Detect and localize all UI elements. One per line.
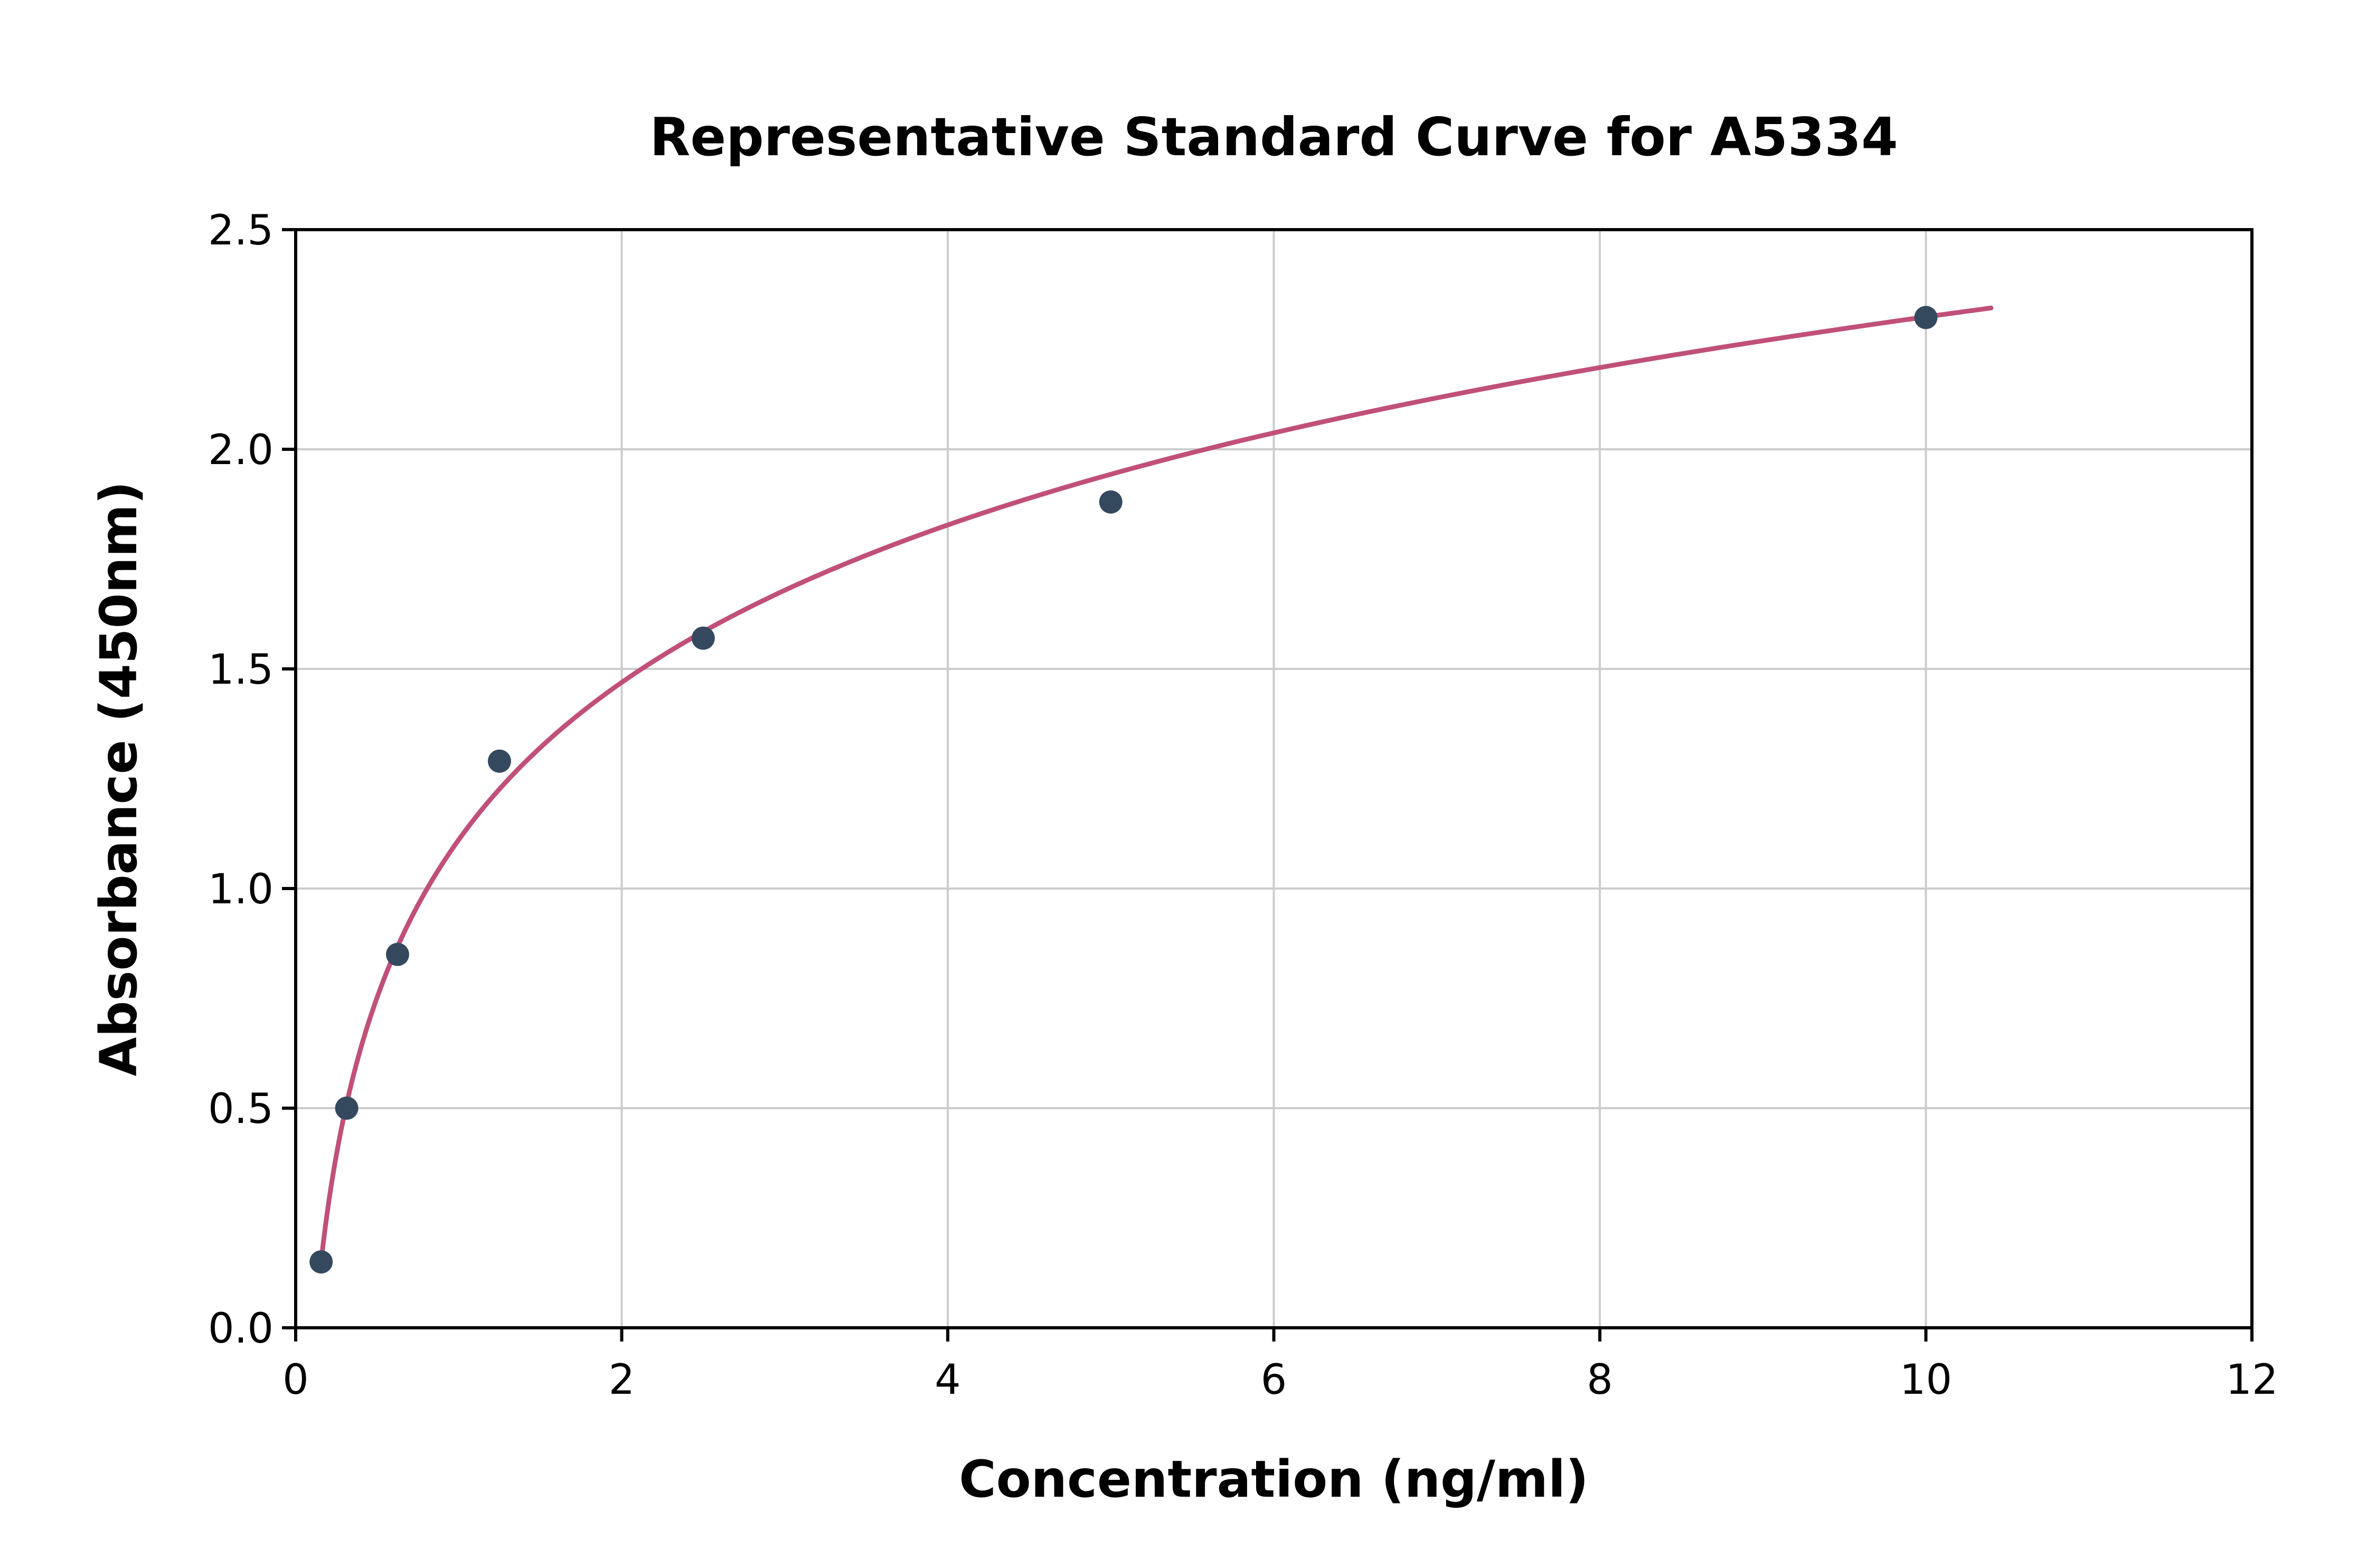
x-tick-label: 6 (1261, 1356, 1287, 1404)
x-tick-label: 8 (1587, 1356, 1613, 1404)
y-tick-label: 2.0 (208, 427, 274, 474)
x-tick-label: 4 (935, 1356, 961, 1404)
data-point (385, 942, 409, 966)
data-point (487, 749, 511, 773)
x-tick-label: 10 (1900, 1356, 1952, 1404)
y-tick-label: 2.5 (208, 207, 274, 254)
fit-curve (317, 305, 1994, 1273)
y-tick-label: 1.5 (208, 646, 274, 694)
y-tick-label: 1.0 (208, 866, 274, 913)
x-tick-label: 2 (609, 1356, 635, 1404)
data-point (1099, 490, 1123, 514)
y-tick-label: 0.0 (208, 1305, 274, 1353)
y-tick-label: 0.5 (208, 1085, 274, 1133)
data-point (691, 626, 715, 650)
x-axis-label: Concentration (ng/ml) (959, 1450, 1589, 1509)
x-tick-label: 12 (2226, 1356, 2278, 1404)
x-tick-label: 0 (282, 1356, 309, 1404)
chart-title: Representative Standard Curve for A5334 (649, 106, 1898, 168)
data-point (335, 1097, 359, 1120)
data-point (309, 1250, 333, 1274)
data-point (1914, 306, 1938, 329)
